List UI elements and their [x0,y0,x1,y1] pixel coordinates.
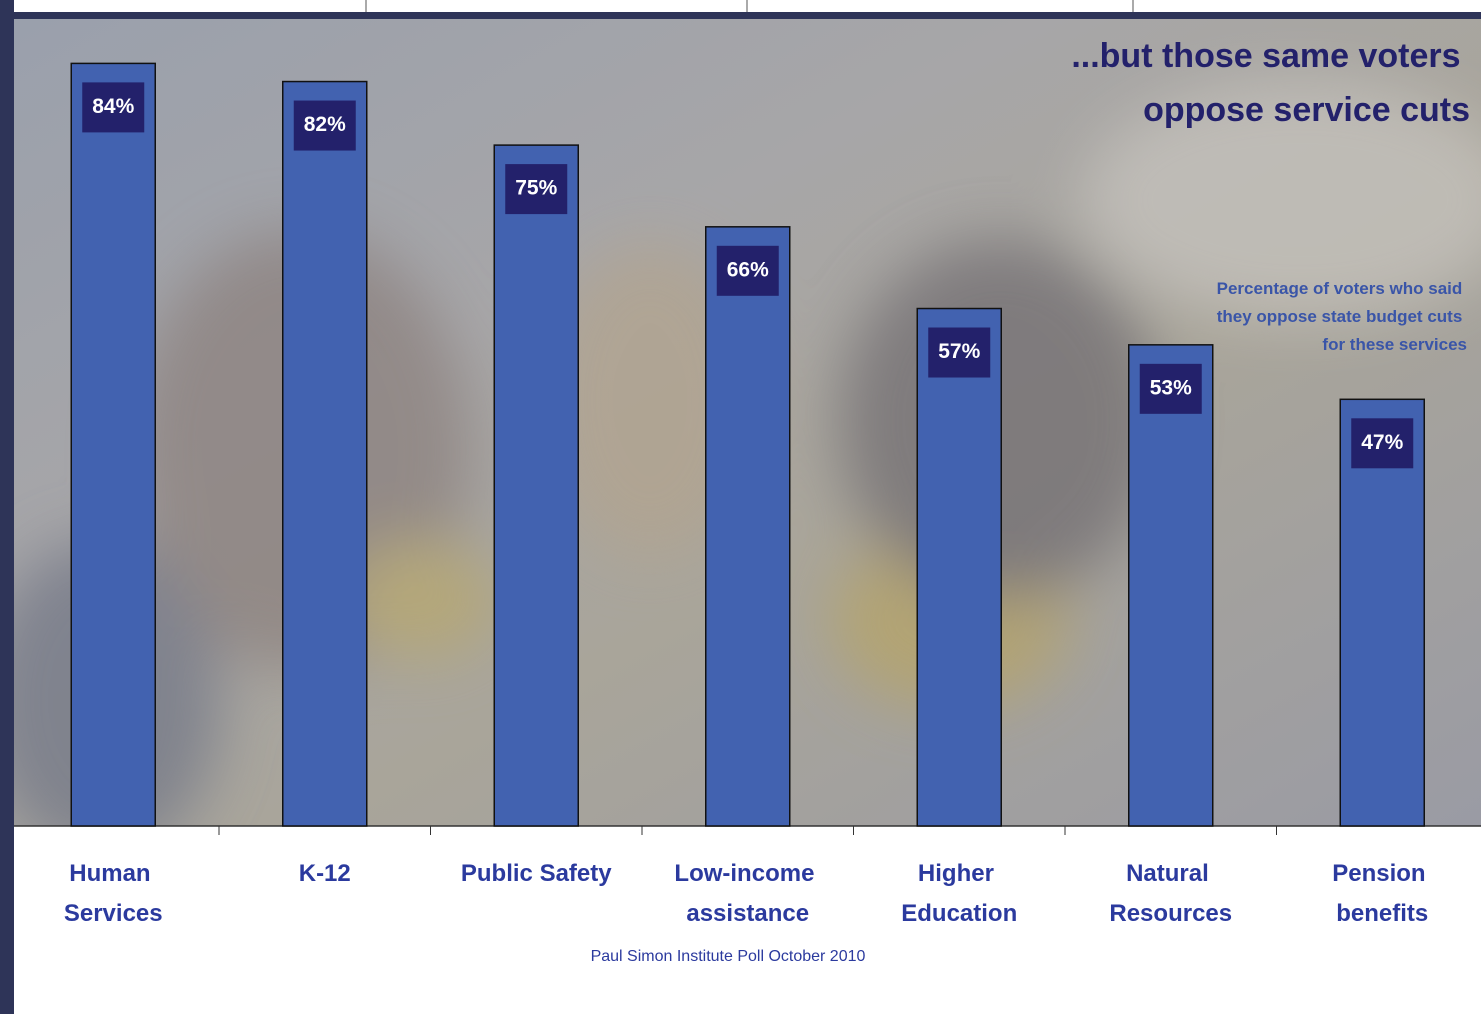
chart-title: ...but those same voters oppose service … [1071,37,1470,129]
x-tick-label: K-12 [299,860,351,887]
text-line: Natural [1126,860,1215,887]
value-label: 82% [304,113,346,136]
x-tick-label: Pension benefits [1332,860,1432,927]
text-line: assistance [686,900,809,927]
text-line: ...but those same voters [1071,37,1470,75]
x-tick-label: Natural Resources [1109,860,1232,927]
value-label-box [82,82,145,133]
value-label-box [293,100,356,151]
source-note: Paul Simon Institute Poll October 2010 [591,948,866,965]
text-line: K-12 [299,860,351,887]
value-label: 57% [938,340,980,363]
x-tick-label: Public Safety [461,860,612,887]
text-line: Pension [1332,860,1432,887]
value-label: 84% [92,95,134,118]
bar [493,144,579,827]
text-line: Human [69,860,157,887]
bar [70,62,156,827]
bar [916,307,1002,827]
text-line: Education [901,900,1017,927]
bar [1128,344,1214,827]
bar [282,80,368,827]
text-line: Resources [1109,900,1232,927]
value-label-box [1139,363,1202,414]
bar [705,226,791,827]
chart-subtitle: Percentage of voters who said they oppos… [1217,279,1467,354]
bar [1339,398,1425,827]
x-tick-label: Human Services [64,860,163,927]
value-label-box [716,245,779,296]
text-line: Percentage of voters who said [1217,279,1467,298]
text-line: oppose service cuts [1143,91,1470,129]
value-label: 47% [1361,431,1403,454]
text-line: Low-income [674,860,821,887]
value-label-box [505,164,568,215]
value-label: 53% [1150,376,1192,399]
text-line: Public Safety [461,860,612,887]
frame-left [0,0,14,1014]
value-label: 66% [727,258,769,281]
x-tick-label: Higher Education [901,860,1017,927]
text-line: Services [64,900,163,927]
text-line: for these services [1322,335,1467,354]
value-label-box [928,327,991,378]
x-tick-label: Low-income assistance [674,860,821,927]
value-label-box [1351,418,1414,469]
value-label: 75% [515,177,557,200]
text-line: Higher [918,860,1001,887]
frame-top [0,12,1481,19]
text-line: benefits [1336,900,1428,927]
text-line: they oppose state budget cuts [1217,307,1467,326]
